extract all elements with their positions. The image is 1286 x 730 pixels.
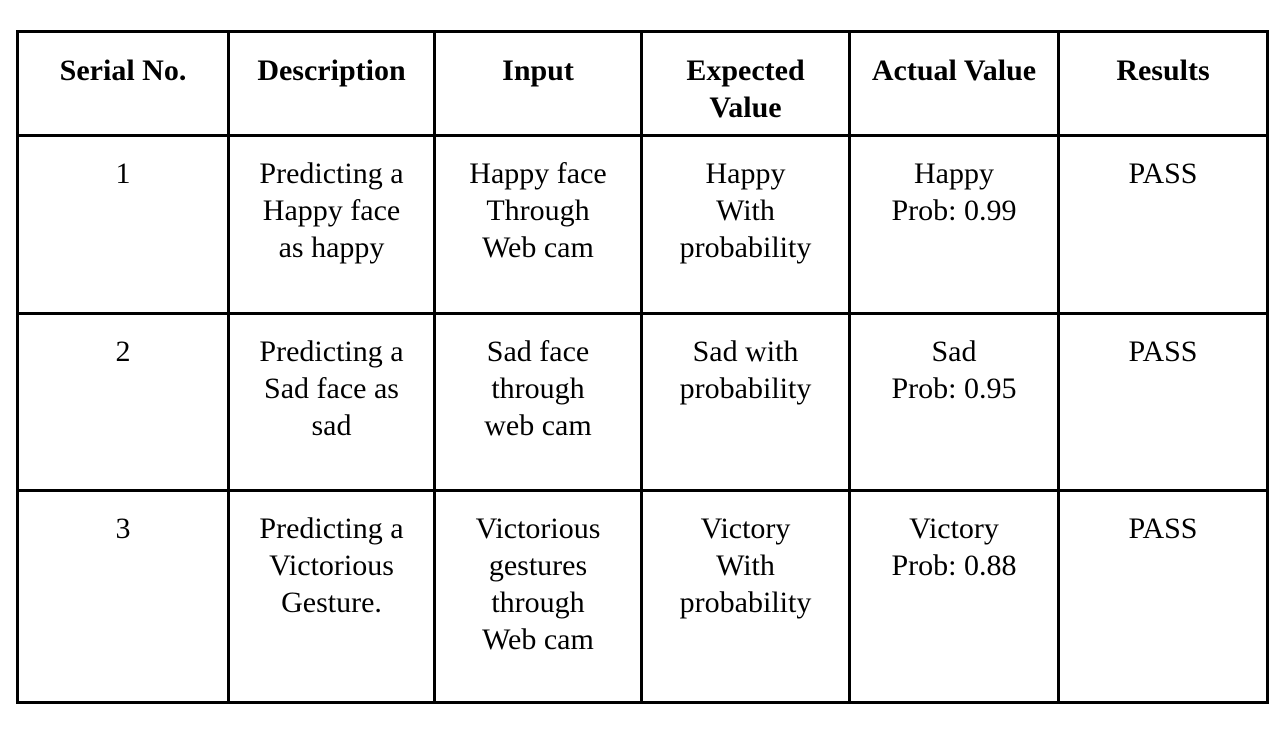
cell-description: Predicting a Sad face as sad bbox=[227, 312, 436, 492]
cell-text: Victory bbox=[909, 512, 999, 545]
cell-text: Prob: 0.88 bbox=[891, 549, 1017, 582]
cell-text: Web cam bbox=[482, 623, 594, 656]
cell-input: Happy face Through Web cam bbox=[433, 134, 643, 315]
header-expected-value: Expected Value bbox=[640, 30, 851, 137]
table-row: 2 Predicting a Sad face as sad Sad face … bbox=[16, 312, 1269, 492]
cell-text: Through bbox=[486, 194, 590, 227]
cell-results: PASS bbox=[1057, 134, 1269, 315]
cell-text: PASS bbox=[1128, 157, 1198, 190]
test-results-table: Serial No. Description Input Expected Va… bbox=[16, 30, 1269, 704]
cell-text: Victory bbox=[700, 512, 791, 545]
cell-text: probability bbox=[679, 586, 812, 619]
cell-expected-value: Victory With probability bbox=[640, 489, 851, 704]
header-text: Results bbox=[1116, 54, 1210, 87]
header-results: Results bbox=[1057, 30, 1269, 137]
cell-text: 2 bbox=[115, 335, 131, 368]
cell-description: Predicting a Victorious Gesture. bbox=[227, 489, 436, 704]
cell-text: With bbox=[716, 549, 775, 582]
cell-text: sad bbox=[311, 409, 352, 442]
cell-text: web cam bbox=[484, 409, 592, 442]
cell-text: through bbox=[491, 372, 585, 405]
header-text: Actual Value bbox=[871, 54, 1037, 87]
cell-input: Victorious gestures through Web cam bbox=[433, 489, 643, 704]
cell-text: Victorious bbox=[475, 512, 601, 545]
cell-text: Prob: 0.95 bbox=[891, 372, 1017, 405]
cell-text: 1 bbox=[115, 157, 131, 190]
cell-serial-no: 2 bbox=[16, 312, 230, 492]
cell-actual-value: Sad Prob: 0.95 bbox=[848, 312, 1060, 492]
header-actual-value: Actual Value bbox=[848, 30, 1060, 137]
cell-text: Victorious bbox=[269, 549, 394, 582]
cell-input: Sad face through web cam bbox=[433, 312, 643, 492]
header-text: Input bbox=[502, 54, 574, 87]
cell-text: Prob: 0.99 bbox=[891, 194, 1017, 227]
cell-text: Gesture. bbox=[281, 586, 382, 619]
cell-serial-no: 1 bbox=[16, 134, 230, 315]
cell-actual-value: Happy Prob: 0.99 bbox=[848, 134, 1060, 315]
cell-description: Predicting a Happy face as happy bbox=[227, 134, 436, 315]
cell-text: Happy bbox=[914, 157, 994, 190]
cell-text: through bbox=[491, 586, 585, 619]
cell-text: Sad face bbox=[486, 335, 590, 368]
cell-serial-no: 3 bbox=[16, 489, 230, 704]
cell-text: Happy face bbox=[262, 194, 401, 227]
header-description: Description bbox=[227, 30, 436, 137]
cell-text: Predicting a bbox=[259, 512, 404, 545]
cell-text: Predicting a bbox=[259, 157, 404, 190]
header-text: Description bbox=[257, 54, 406, 87]
table-row: 1 Predicting a Happy face as happy Happy… bbox=[16, 134, 1269, 315]
cell-expected-value: Happy With probability bbox=[640, 134, 851, 315]
header-text: Serial No. bbox=[59, 54, 187, 87]
header-text: Expected bbox=[686, 54, 805, 87]
cell-text: Predicting a bbox=[259, 335, 404, 368]
cell-text: Happy face bbox=[469, 157, 607, 190]
cell-text: PASS bbox=[1128, 512, 1198, 545]
header-input: Input bbox=[433, 30, 643, 137]
cell-text: as happy bbox=[278, 231, 385, 264]
cell-expected-value: Sad with probability bbox=[640, 312, 851, 492]
cell-text: Sad with bbox=[692, 335, 799, 368]
cell-text: With bbox=[716, 194, 775, 227]
table-header-row: Serial No. Description Input Expected Va… bbox=[16, 30, 1269, 137]
cell-text: Happy bbox=[705, 157, 786, 190]
cell-text: Sad face as bbox=[264, 372, 399, 405]
test-results-table-wrapper: Serial No. Description Input Expected Va… bbox=[16, 30, 1269, 704]
cell-results: PASS bbox=[1057, 312, 1269, 492]
cell-text: probability bbox=[679, 372, 812, 405]
table-row: 3 Predicting a Victorious Gesture. Victo… bbox=[16, 489, 1269, 704]
header-text: Value bbox=[709, 91, 782, 124]
cell-text: PASS bbox=[1128, 335, 1198, 368]
cell-results: PASS bbox=[1057, 489, 1269, 704]
cell-actual-value: Victory Prob: 0.88 bbox=[848, 489, 1060, 704]
cell-text: Web cam bbox=[482, 231, 594, 264]
cell-text: probability bbox=[679, 231, 812, 264]
cell-text: Sad bbox=[931, 335, 977, 368]
header-serial-no: Serial No. bbox=[16, 30, 230, 137]
cell-text: 3 bbox=[115, 512, 131, 545]
cell-text: gestures bbox=[488, 549, 588, 582]
